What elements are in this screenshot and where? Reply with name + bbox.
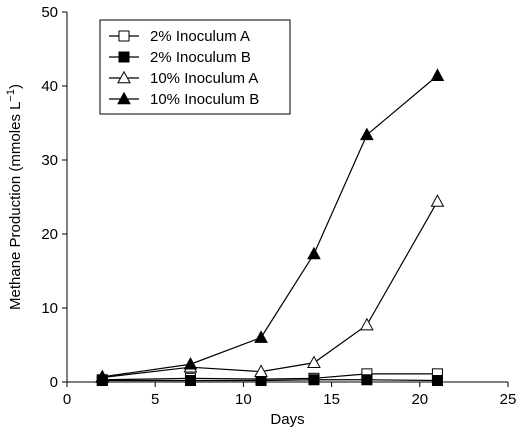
x-tick-label: 5 xyxy=(151,391,159,408)
data-point xyxy=(430,194,445,207)
legend-marker xyxy=(118,30,130,42)
legend-marker xyxy=(117,70,131,84)
y-tick-label: 10 xyxy=(41,300,58,317)
series-line xyxy=(102,201,438,379)
legend-marker xyxy=(118,51,130,63)
data-point xyxy=(255,375,267,387)
y-axis-title-text: Methane Production (mmoles L xyxy=(7,102,24,310)
x-tick-label: 20 xyxy=(411,391,428,408)
series-layer xyxy=(95,68,445,387)
y-axis-title: Methane Production (mmoles L−1) xyxy=(5,84,24,310)
data-point xyxy=(308,374,320,386)
legend-label: 2% Inoculum B xyxy=(150,49,251,66)
y-axis-title-close: ) xyxy=(7,84,24,89)
legend-label: 2% Inoculum A xyxy=(150,28,250,45)
y-tick-label: 30 xyxy=(41,152,58,169)
legend-label: 10% Inoculum A xyxy=(150,70,258,87)
series-4 xyxy=(95,68,445,383)
series-2 xyxy=(96,374,443,387)
y-tick-label: 50 xyxy=(41,4,58,21)
data-point xyxy=(430,68,445,81)
axes: 0 5 10 15 20 25 0 10 20 30 40 50 xyxy=(41,4,516,408)
x-tick-label: 15 xyxy=(323,391,340,408)
y-tick-label: 40 xyxy=(41,78,58,95)
y-tick-label: 20 xyxy=(41,226,58,243)
series-line xyxy=(102,373,438,381)
legend: 2% Inoculum A 2% Inoculum B 10% Inoculum A… xyxy=(99,19,291,115)
data-point xyxy=(360,317,374,331)
legend-marker xyxy=(117,91,131,105)
y-tick-label: 0 xyxy=(50,374,58,391)
data-point xyxy=(183,356,198,370)
series-3 xyxy=(95,194,445,383)
x-tick-label: 10 xyxy=(235,391,252,408)
data-point xyxy=(431,375,443,387)
legend-label: 10% Inoculum B xyxy=(150,91,259,108)
data-point xyxy=(184,375,196,387)
series-line xyxy=(102,75,438,378)
data-point xyxy=(361,374,373,386)
data-point xyxy=(307,246,321,260)
data-point xyxy=(254,364,268,377)
data-point xyxy=(254,330,268,343)
data-point xyxy=(360,127,374,141)
x-tick-label: 25 xyxy=(500,391,517,408)
data-point xyxy=(95,369,110,383)
series-line xyxy=(102,379,438,382)
y-axis-title-superscript: −1 xyxy=(5,89,17,102)
data-point xyxy=(307,355,321,369)
x-axis-title: Days xyxy=(270,411,304,428)
x-tick-label: 0 xyxy=(63,391,71,408)
